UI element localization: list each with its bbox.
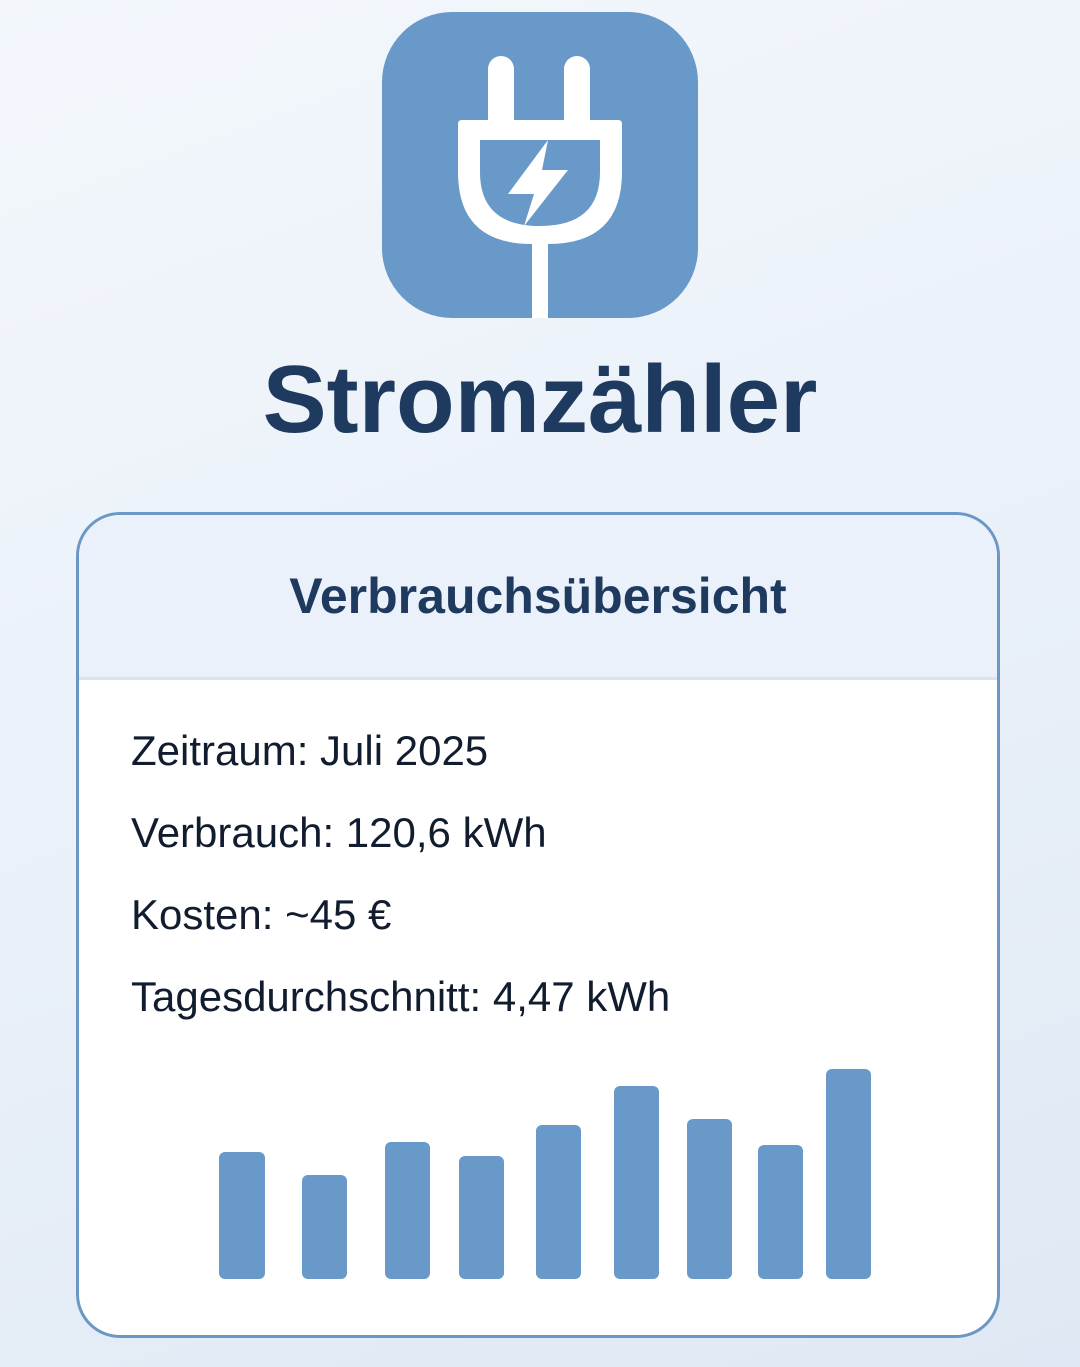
info-cost: Kosten: ~45 € [131, 891, 392, 938]
chart-bar [536, 1125, 581, 1279]
chart-bar [459, 1156, 504, 1279]
chart-bar [219, 1152, 265, 1279]
chart-bar [614, 1086, 659, 1279]
card-header: Verbrauchsübersicht [79, 515, 997, 680]
chart-bar [302, 1175, 347, 1279]
chart-bar [687, 1119, 732, 1279]
chart-bar [826, 1069, 871, 1279]
card-title: Verbrauchsübersicht [289, 568, 787, 624]
plug-lightning-icon [458, 56, 622, 318]
info-period: Zeitraum: Juli 2025 [131, 727, 489, 774]
info-daily-average: Tagesdurchschnitt: 4,47 kWh [131, 973, 671, 1020]
consumption-bar-chart [219, 1069, 871, 1279]
app-icon [382, 12, 698, 318]
chart-bar [385, 1142, 430, 1279]
info-list: Zeitraum: Juli 2025 Verbrauch: 120,6 kWh… [131, 725, 670, 1053]
app-title: Stromzähler [262, 346, 818, 453]
chart-bar [758, 1145, 803, 1279]
info-consumption: Verbrauch: 120,6 kWh [131, 809, 547, 856]
consumption-card: Verbrauchsübersicht Zeitraum: Juli 2025 … [76, 512, 1000, 1338]
